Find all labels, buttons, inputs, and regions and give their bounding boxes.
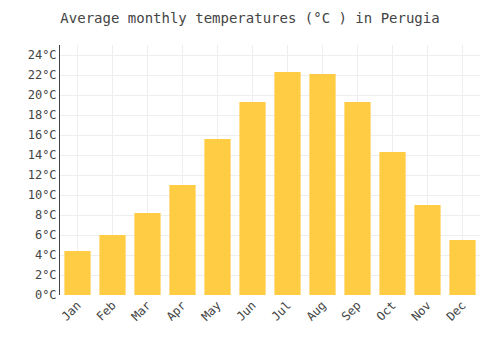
svg-text:22°C: 22°C	[28, 68, 57, 82]
svg-text:0°C: 0°C	[35, 288, 57, 302]
svg-text:24°C: 24°C	[28, 48, 57, 62]
svg-text:10°C: 10°C	[28, 188, 57, 202]
svg-text:Mar: Mar	[129, 298, 154, 323]
svg-text:Jul: Jul	[269, 298, 294, 323]
svg-text:Apr: Apr	[164, 298, 189, 323]
svg-text:14°C: 14°C	[28, 148, 57, 162]
svg-text:Oct: Oct	[374, 298, 399, 323]
svg-text:Jan: Jan	[59, 298, 84, 323]
svg-text:4°C: 4°C	[35, 248, 57, 262]
svg-text:18°C: 18°C	[28, 108, 57, 122]
svg-text:16°C: 16°C	[28, 128, 57, 142]
svg-text:20°C: 20°C	[28, 88, 57, 102]
svg-text:Sep: Sep	[339, 298, 364, 323]
svg-text:Aug: Aug	[304, 298, 329, 323]
svg-text:Average monthly temperatures (: Average monthly temperatures (°C ) in Pe…	[60, 10, 439, 26]
svg-text:6°C: 6°C	[35, 228, 57, 242]
svg-text:May: May	[199, 298, 224, 323]
svg-text:Jun: Jun	[234, 298, 259, 323]
svg-text:Dec: Dec	[444, 298, 469, 323]
svg-text:Feb: Feb	[94, 298, 119, 323]
svg-text:12°C: 12°C	[28, 168, 57, 182]
svg-text:2°C: 2°C	[35, 268, 57, 282]
svg-text:Nov: Nov	[409, 298, 434, 323]
svg-text:8°C: 8°C	[35, 208, 57, 222]
